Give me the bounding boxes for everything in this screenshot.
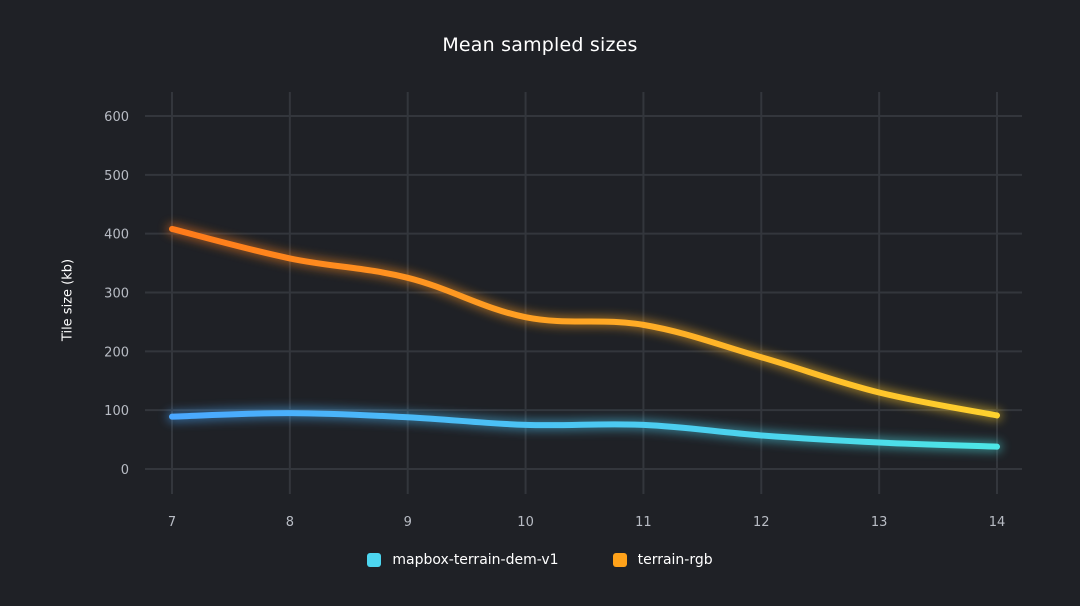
y-tick-label-200: 200 — [104, 345, 129, 360]
y-tick-label-500: 500 — [104, 169, 129, 184]
data-point-mapbox-terrain-dem-v1-10 — [523, 422, 529, 428]
data-point-mapbox-terrain-dem-v1-11 — [640, 422, 646, 428]
y-tick-label-0: 0 — [121, 463, 129, 478]
data-point-terrain-rgb-11 — [640, 322, 646, 328]
data-point-terrain-rgb-14 — [994, 412, 1000, 418]
x-tick-label-11: 11 — [635, 515, 652, 530]
x-tick-label-8: 8 — [286, 515, 294, 530]
y-tick-label-300: 300 — [104, 287, 129, 302]
y-tick-label-400: 400 — [104, 228, 129, 243]
data-point-terrain-rgb-7 — [169, 226, 175, 232]
data-point-mapbox-terrain-dem-v1-12 — [758, 432, 764, 438]
data-point-terrain-rgb-8 — [287, 255, 293, 261]
data-point-mapbox-terrain-dem-v1-9 — [405, 414, 411, 420]
legend-swatch-terrain-rgb — [612, 553, 627, 567]
x-tick-label-13: 13 — [871, 515, 888, 530]
y-tick-labels: 0 100 200 300 400 500 600 — [104, 110, 129, 478]
data-point-mapbox-terrain-dem-v1-7 — [169, 414, 175, 420]
data-point-mapbox-terrain-dem-v1-8 — [287, 410, 293, 416]
series-terrain-rgb — [167, 223, 1002, 421]
grid-lines — [145, 92, 1022, 494]
x-tick-label-14: 14 — [989, 515, 1006, 530]
data-point-mapbox-terrain-dem-v1-13 — [876, 440, 882, 446]
legend-label-mapbox-terrain-dem-v1: mapbox-terrain-dem-v1 — [392, 552, 559, 568]
series-lines — [167, 223, 1002, 452]
y-tick-label-100: 100 — [104, 404, 129, 419]
legend: mapbox-terrain-dem-v1 terrain-rgb — [0, 552, 1080, 568]
legend-label-terrain-rgb: terrain-rgb — [637, 552, 713, 568]
data-point-terrain-rgb-9 — [405, 275, 411, 281]
x-tick-label-7: 7 — [168, 515, 176, 530]
x-tick-label-12: 12 — [753, 515, 770, 530]
data-point-terrain-rgb-10 — [523, 314, 529, 320]
data-point-terrain-rgb-13 — [876, 390, 882, 396]
legend-item-terrain-rgb[interactable]: terrain-rgb — [612, 552, 713, 568]
series-mapbox-terrain-dem-v1 — [167, 408, 1002, 452]
x-tick-label-10: 10 — [517, 515, 534, 530]
legend-swatch-mapbox-terrain-dem-v1 — [367, 553, 382, 567]
x-tick-labels: 7 8 9 10 11 12 13 14 — [168, 515, 1005, 530]
series-line-mapbox-terrain-dem-v1 — [169, 410, 1000, 450]
data-point-mapbox-terrain-dem-v1-14 — [994, 444, 1000, 450]
y-tick-label-600: 600 — [104, 110, 129, 125]
legend-item-mapbox-terrain-dem-v1[interactable]: mapbox-terrain-dem-v1 — [367, 552, 559, 568]
series-line-terrain-rgb — [169, 225, 1000, 419]
data-point-terrain-rgb-12 — [758, 354, 764, 360]
chart-title: Mean sampled sizes — [442, 34, 638, 56]
x-tick-label-9: 9 — [404, 515, 412, 530]
